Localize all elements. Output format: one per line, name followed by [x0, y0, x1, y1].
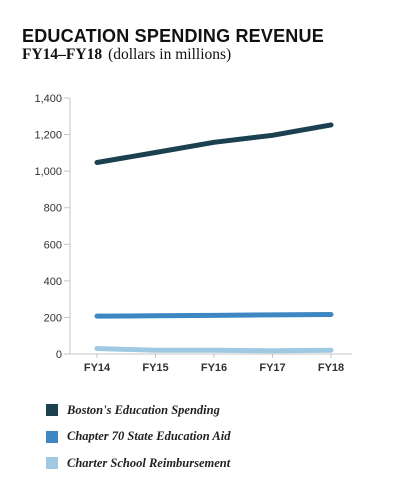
- legend-label: Chapter 70 State Education Aid: [67, 429, 231, 444]
- chart-subtitle: FY14–FY18 (dollars in millions): [22, 46, 231, 64]
- fiscal-year-range: FY14–FY18: [22, 46, 103, 63]
- x-tick-label: FY14: [84, 362, 111, 374]
- x-tick-label: FY17: [259, 362, 285, 374]
- y-tick-label: 1,000: [34, 166, 62, 178]
- legend-swatch: [46, 457, 58, 470]
- legend-label: Charter School Reimbursement: [67, 455, 231, 470]
- legend-label: Boston's Education Spending: [67, 402, 220, 417]
- legend-swatch: [46, 430, 58, 443]
- chart-title: EDUCATION SPENDING REVENUE: [22, 26, 324, 46]
- legend-item: Chapter 70 State Education Aid: [46, 424, 230, 451]
- y-tick-label: 200: [44, 312, 62, 324]
- units-note: (dollars in millions): [108, 46, 232, 63]
- x-tick-label: FY18: [318, 362, 344, 374]
- y-tick-label: 1,200: [34, 130, 62, 142]
- x-axis: FY14 FY15 FY16 FY17 FY18: [70, 353, 352, 374]
- series-line: [94, 312, 334, 319]
- series-line: [94, 346, 334, 354]
- series-line: [94, 122, 334, 165]
- chart-legend: Boston's Education Spending Chapter 70 St…: [46, 397, 230, 477]
- x-tick-label: FY16: [201, 362, 227, 374]
- legend-swatch: [46, 404, 58, 417]
- y-tick-label: 400: [44, 276, 62, 288]
- y-tick-label: 600: [44, 239, 62, 251]
- legend-item: Boston's Education Spending: [46, 397, 230, 424]
- y-axis: 0 200 400 600 800 1,000 1,200 1,400: [34, 93, 71, 361]
- series-lines: [94, 122, 334, 354]
- y-tick-label: 1,400: [34, 93, 62, 105]
- y-tick-label: 800: [44, 203, 62, 215]
- x-tick-label: FY15: [142, 362, 168, 374]
- y-tick-label: 0: [56, 349, 62, 361]
- legend-item: Charter School Reimbursement: [46, 450, 230, 477]
